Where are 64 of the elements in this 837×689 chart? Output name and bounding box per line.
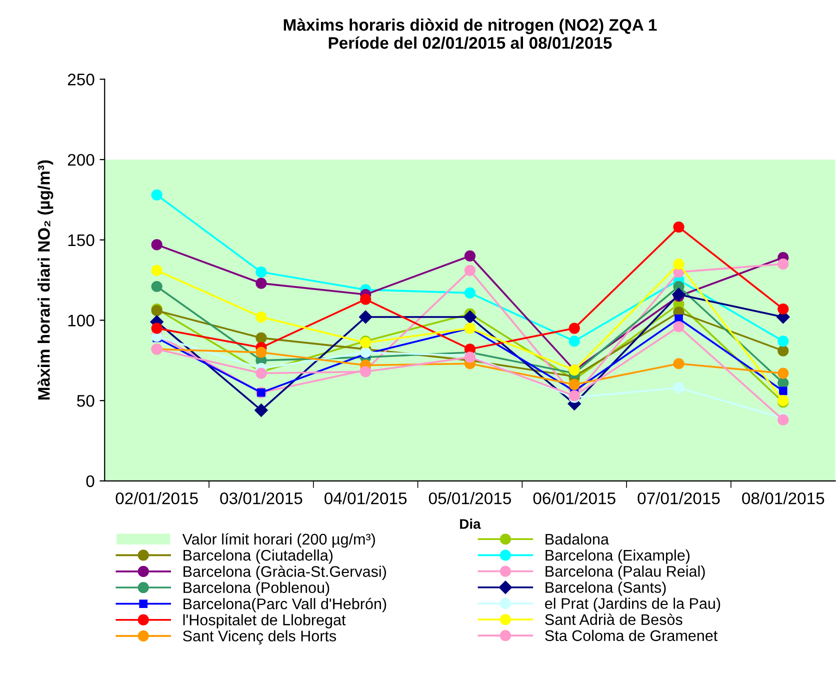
- y-tick-label: 0: [86, 475, 94, 488]
- point: [674, 314, 683, 323]
- point: [673, 321, 684, 332]
- point: [464, 264, 476, 276]
- point: [778, 336, 789, 347]
- point: [151, 239, 162, 250]
- y-tick-label: 200: [68, 154, 94, 166]
- point: [256, 332, 267, 344]
- chart-title: Màxims horaris diòxid de nitrogen (NO2) ZQA 1 Període del 02/01/2015 al 08/01/2015: [284, 18, 657, 50]
- x-tick-label: 08/01/2015: [742, 492, 824, 504]
- point: [256, 266, 267, 278]
- x-tick-label: 07/01/2015: [638, 492, 720, 504]
- legend-label: Badalona: [546, 533, 609, 545]
- point: [568, 378, 580, 390]
- legend-label: Barcelona (Ciutadella): [184, 549, 333, 564]
- legend-label: l'Hospitalet de Llobregat: [183, 614, 346, 628]
- legend-label: Sant Adrià de Besòs: [545, 614, 682, 626]
- point: [778, 368, 789, 379]
- point: [672, 288, 686, 302]
- legend-label: Barcelona (Sants): [546, 582, 666, 596]
- legend-label: Barcelona (Palau Reial): [546, 566, 705, 580]
- x-tick-label: 02/01/2015: [116, 492, 198, 504]
- point: [778, 303, 789, 315]
- point: [464, 250, 476, 262]
- x-tick-label: 05/01/2015: [428, 492, 511, 504]
- point: [673, 222, 684, 233]
- point: [568, 336, 580, 347]
- y-axis-title: Màxim horari diari NO₂ (µg/m³): [37, 160, 54, 400]
- point: [254, 404, 268, 417]
- y-tick-label: 50: [77, 394, 94, 407]
- point: [151, 189, 162, 200]
- point: [778, 386, 788, 396]
- point: [463, 310, 477, 324]
- point: [256, 346, 267, 358]
- point: [256, 311, 267, 323]
- point: [464, 287, 476, 298]
- point: [256, 278, 267, 289]
- legend-label: Barcelona (Poblenou): [184, 582, 330, 596]
- point: [673, 358, 684, 370]
- x-tick-label: 03/01/2015: [220, 492, 302, 504]
- point: [778, 258, 789, 270]
- legend-label: Sta Coloma de Gramenet: [545, 630, 718, 642]
- point: [673, 258, 684, 270]
- point: [778, 345, 789, 356]
- legend-label: Barcelona(Parc Vall d'Hebrón): [184, 598, 386, 612]
- point: [151, 264, 162, 276]
- legend-label: Valor límit horari (200 µg/m³): [182, 533, 375, 548]
- legend-label: Barcelona (Eixample): [546, 549, 690, 564]
- point: [151, 280, 162, 292]
- y-tick-label: 150: [68, 234, 94, 246]
- y-tick-label: 100: [68, 314, 94, 326]
- x-tick-label: 06/01/2015: [533, 492, 616, 504]
- point: [360, 346, 372, 358]
- x-tick-label: 04/01/2015: [324, 492, 407, 504]
- point: [151, 322, 162, 334]
- legend-label: Barcelona (Gràcia-St.Gervasi): [184, 566, 386, 580]
- point: [673, 382, 684, 394]
- legend-label: el Prat (Jardins de la Pau): [545, 598, 720, 612]
- point: [568, 322, 580, 334]
- y-tick-label: 250: [68, 74, 94, 86]
- x-axis-title: Dia: [460, 518, 481, 529]
- legend-label: Sant Vicenç dels Horts: [183, 630, 336, 645]
- point: [360, 294, 372, 305]
- point: [359, 310, 372, 324]
